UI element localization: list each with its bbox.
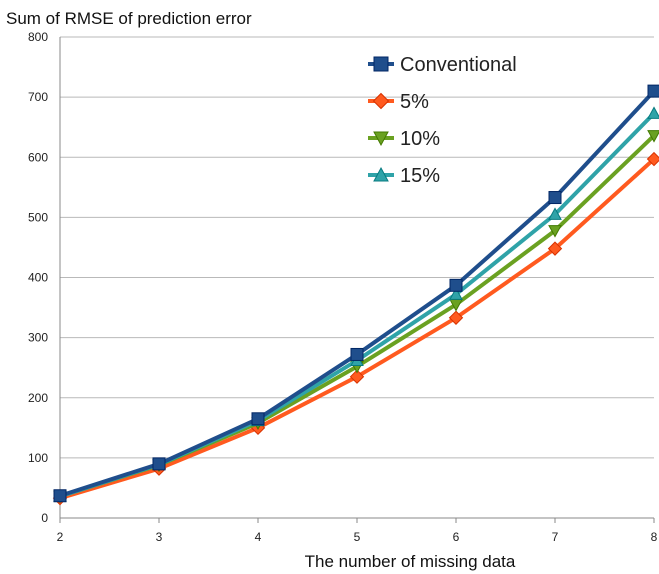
series-line <box>59 157 656 501</box>
x-tick-label: 2 <box>57 530 64 544</box>
y-tick-label: 200 <box>28 391 48 405</box>
data-point <box>152 457 166 471</box>
data-point <box>647 84 659 98</box>
data-point <box>647 106 659 119</box>
y-tick-label: 100 <box>28 451 48 465</box>
x-tick-label: 5 <box>354 530 361 544</box>
series-10- <box>53 130 659 504</box>
grid <box>60 36 654 519</box>
data-point <box>350 347 364 361</box>
y-tick-label: 700 <box>28 90 48 104</box>
data-point <box>448 310 464 325</box>
data-point <box>373 56 389 72</box>
series-5- <box>52 151 659 506</box>
data-point <box>548 191 562 205</box>
legend-item: 15% <box>368 165 440 187</box>
axes: 0 100 200 300 400 500 600 700 800 2 3 4 5 6 7 8 <box>28 30 658 544</box>
y-tick-label: 500 <box>28 210 48 224</box>
y-tick-label: 300 <box>28 331 48 345</box>
legend-item: 5% <box>368 91 429 113</box>
data-point <box>646 151 659 167</box>
series-line <box>59 89 656 498</box>
series-line <box>59 111 656 499</box>
data-point <box>251 412 265 426</box>
legend-item: Conventional <box>368 54 517 76</box>
legend-label: 5% <box>400 91 429 113</box>
data-point <box>53 489 67 503</box>
x-tick-label: 6 <box>453 530 460 544</box>
y-axis-title: Sum of RMSE of prediction error <box>6 9 252 28</box>
data-point <box>349 369 365 384</box>
legend-item: 10% <box>368 128 440 150</box>
series-15- <box>53 106 659 502</box>
legend-label: 10% <box>400 128 440 150</box>
data-point <box>372 92 390 110</box>
series-conventional <box>53 84 659 503</box>
legend-label: 15% <box>400 165 440 187</box>
y-tick-label: 0 <box>41 511 48 525</box>
data-point <box>449 278 463 292</box>
legend: Conventional 5% 10% 15% <box>368 54 517 187</box>
legend-label: Conventional <box>400 54 517 76</box>
y-tick-label: 800 <box>28 30 48 44</box>
data-point <box>449 287 463 300</box>
y-tick-label: 600 <box>28 150 48 164</box>
series-layer <box>52 84 659 506</box>
x-tick-label: 3 <box>156 530 163 544</box>
y-tick-label: 400 <box>28 271 48 285</box>
x-tick-label: 8 <box>651 530 658 544</box>
x-axis-title: The number of missing data <box>305 552 516 571</box>
x-tick-label: 7 <box>552 530 559 544</box>
data-point <box>548 207 562 220</box>
data-point <box>548 225 562 238</box>
data-point <box>373 131 389 147</box>
data-point <box>647 130 659 143</box>
data-point <box>373 166 389 182</box>
x-tick-label: 4 <box>255 530 262 544</box>
data-point <box>547 241 563 256</box>
